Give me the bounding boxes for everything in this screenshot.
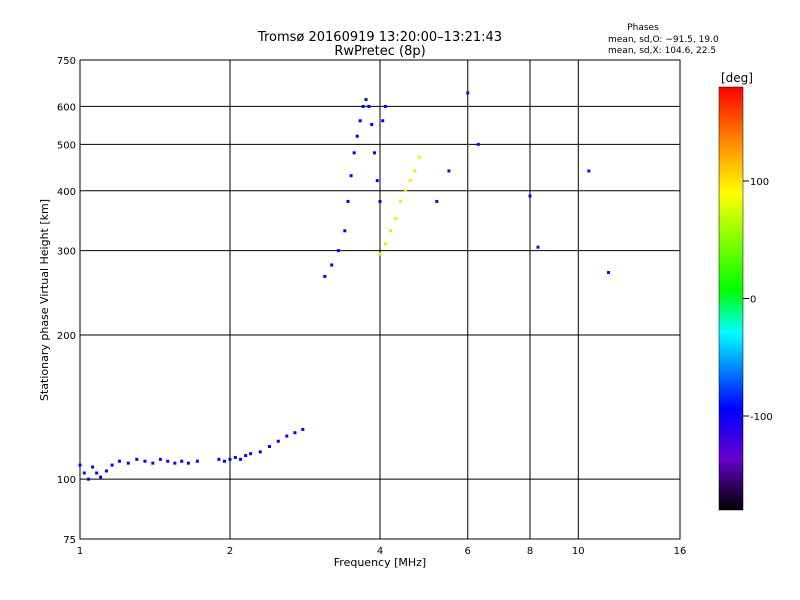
data-point	[417, 155, 421, 159]
data-point	[349, 174, 353, 178]
data-point	[389, 229, 393, 233]
data-point	[476, 142, 480, 146]
phases-x-stats: mean, sd,X: 104.6, 22.5	[608, 46, 716, 56]
data-point	[151, 461, 155, 465]
colorbar	[718, 86, 744, 511]
data-point	[86, 477, 90, 481]
data-point	[233, 455, 237, 459]
data-point	[126, 461, 130, 465]
data-point	[399, 199, 403, 203]
data-point	[91, 465, 95, 469]
data-point	[78, 463, 82, 467]
y-tick-label: 300	[57, 247, 76, 258]
data-point	[358, 119, 362, 123]
data-point	[110, 463, 114, 467]
data-point	[276, 439, 280, 443]
y-tick-label: 600	[57, 102, 76, 113]
data-point	[435, 199, 439, 203]
data-point	[587, 169, 591, 173]
data-point	[375, 179, 379, 183]
colorbar-tick-label: 100	[750, 177, 769, 188]
y-tick-label: 400	[57, 187, 76, 198]
data-point	[394, 217, 398, 221]
data-point	[528, 194, 532, 198]
data-point	[370, 123, 374, 127]
data-point	[403, 189, 407, 193]
x-tick-label: 6	[465, 546, 471, 557]
data-point	[244, 454, 248, 458]
y-tick-label: 100	[57, 475, 76, 486]
data-point	[607, 271, 611, 275]
phases-title: Phases	[627, 23, 659, 33]
data-point	[117, 459, 121, 463]
x-tick-label: 16	[674, 546, 687, 557]
chart-title: Tromsø 20160919 13:20:00–13:21:43	[257, 30, 502, 45]
x-axis-label: Frequency [MHz]	[334, 556, 426, 569]
data-point	[258, 450, 262, 454]
data-point	[267, 444, 271, 448]
data-point	[367, 104, 371, 108]
data-point	[346, 199, 350, 203]
data-point	[158, 457, 162, 461]
data-point	[383, 242, 387, 246]
data-point	[173, 461, 177, 465]
data-point	[378, 252, 382, 256]
phases-o-stats: mean, sd,O: −91.5, 19.0	[608, 35, 719, 45]
x-tick-label: 10	[572, 546, 585, 557]
colorbar-tick-label: -100	[750, 412, 773, 423]
data-point	[143, 459, 147, 463]
data-point	[217, 457, 221, 461]
y-tick-label: 750	[57, 56, 76, 67]
data-point	[330, 263, 334, 267]
x-tick-labels: 1 2 4 6 8 10 16	[77, 546, 687, 557]
data-point	[536, 245, 540, 249]
y-tick-label: 500	[57, 140, 76, 151]
data-point	[293, 431, 297, 435]
data-point	[82, 471, 86, 475]
x-tick-label: 1	[77, 546, 83, 557]
data-point	[223, 459, 227, 463]
data-point	[447, 169, 451, 173]
data-point	[301, 427, 305, 431]
data-point	[166, 459, 170, 463]
data-point	[285, 434, 289, 438]
data-point	[373, 151, 377, 155]
y-tick-label: 200	[57, 331, 76, 342]
y-axis-label: Stationary phase Virtual Height [km]	[38, 199, 51, 401]
data-point	[381, 119, 385, 123]
data-point	[186, 461, 190, 465]
data-point	[104, 469, 108, 473]
data-point	[378, 199, 382, 203]
data-point	[413, 169, 417, 173]
colorbar-tick-label: 0	[750, 295, 756, 306]
data-point	[364, 98, 368, 102]
data-point	[249, 452, 253, 456]
data-point	[352, 151, 356, 155]
y-tick-labels: 75 100 200 300 400 500 600 750	[57, 56, 76, 546]
y-tick-label: 75	[63, 535, 76, 546]
data-point	[466, 91, 470, 95]
x-tick-label: 8	[527, 546, 533, 557]
data-point	[95, 471, 99, 475]
data-point	[195, 459, 199, 463]
data-point	[336, 249, 340, 253]
x-tick-label: 2	[227, 546, 233, 557]
data-point	[383, 104, 387, 108]
data-point	[135, 457, 139, 461]
chart-subtitle: RwPretec (8p)	[334, 44, 425, 59]
data-point	[408, 179, 412, 183]
data-point	[99, 475, 103, 479]
data-point	[343, 229, 347, 233]
data-point	[228, 457, 232, 461]
x-tick-label: 4	[377, 546, 383, 557]
colorbar-ticks: 100 0 -100	[743, 177, 773, 423]
data-point	[239, 457, 243, 461]
data-point	[323, 274, 327, 278]
data-point	[180, 459, 184, 463]
data-points	[78, 91, 611, 481]
colorbar-label: [deg]	[721, 71, 753, 85]
data-point	[361, 104, 365, 108]
data-point	[355, 134, 359, 138]
